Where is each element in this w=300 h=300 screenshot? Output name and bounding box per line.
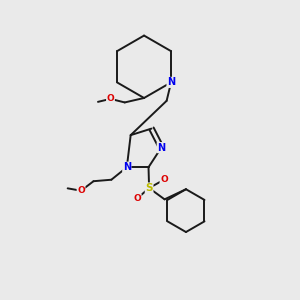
Text: O: O [133,194,141,203]
Text: O: O [106,94,114,103]
Text: N: N [123,162,131,172]
Text: N: N [157,142,165,153]
Text: O: O [77,186,85,195]
Text: O: O [160,175,168,184]
Text: N: N [167,77,175,87]
Text: S: S [146,183,153,193]
